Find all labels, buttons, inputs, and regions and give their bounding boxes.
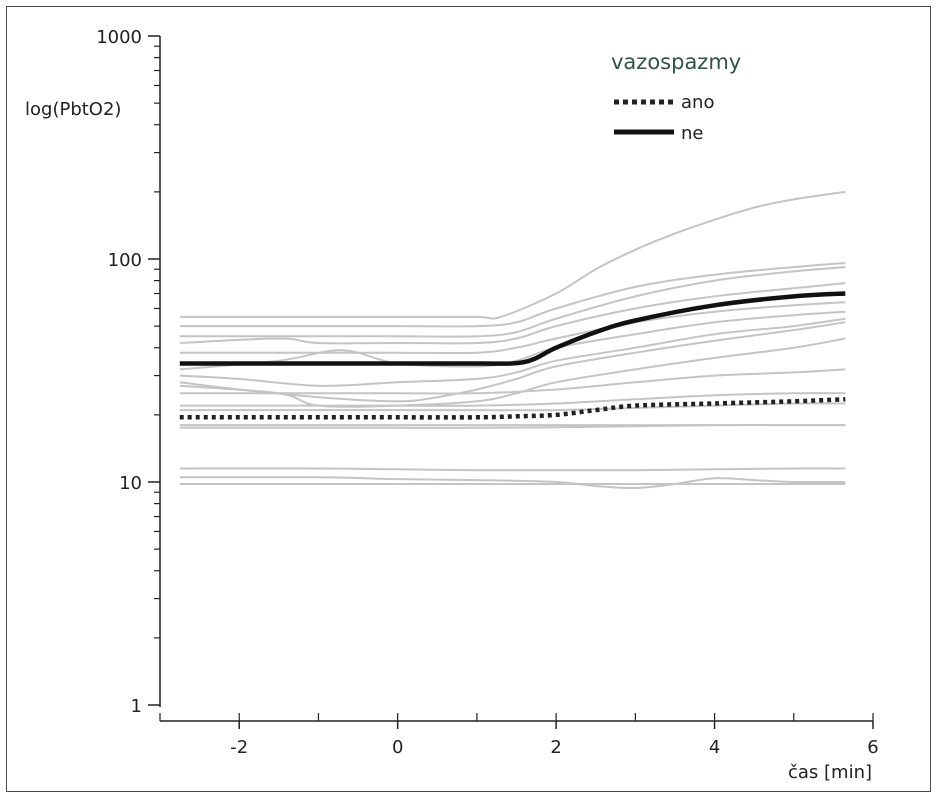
series-line-ne xyxy=(179,291,846,366)
individual-line-13 xyxy=(179,424,846,429)
y-tick-label: 10 xyxy=(119,473,142,494)
individual-line-14 xyxy=(179,467,846,472)
individual-line-3 xyxy=(179,282,846,345)
y-axis-title: log(PbtO2) xyxy=(25,99,121,120)
individual-line-0 xyxy=(179,190,846,320)
x-tick-label: -2 xyxy=(230,737,248,758)
individual-line-2 xyxy=(179,266,846,338)
individual-line-10 xyxy=(179,392,846,407)
individual-line-11 xyxy=(179,402,846,412)
individual-line-4 xyxy=(179,301,846,355)
legend-title: vazospazmy xyxy=(611,50,741,74)
legend-label-ano: ano xyxy=(681,92,714,113)
individual-line-9 xyxy=(179,368,846,395)
x-tick-label: 4 xyxy=(709,737,720,758)
x-tick-label: 0 xyxy=(392,737,403,758)
individual-line-15 xyxy=(179,476,846,490)
y-tick-label: 1 xyxy=(131,696,142,717)
legend-label-ne: ne xyxy=(681,123,703,144)
x-tick-label: 6 xyxy=(867,737,878,758)
y-tick-label: 1000 xyxy=(96,27,142,48)
group-lines xyxy=(179,291,846,420)
individual-line-8 xyxy=(179,337,846,408)
x-tick-label: 2 xyxy=(550,737,561,758)
individual-patient-lines xyxy=(179,190,846,490)
individual-line-1 xyxy=(179,262,846,328)
pbto2-chart: 1 10 100 1000 -2 0 2 4 6 log(PbtO2) čas [min] va… xyxy=(25,27,879,783)
individual-line-7 xyxy=(179,321,846,403)
individual-line-5 xyxy=(179,310,846,371)
legend: vazospazmy ano ne xyxy=(611,50,741,144)
figure-frame: 1 10 100 1000 -2 0 2 4 6 log(PbtO2) čas [min] va… xyxy=(6,6,931,792)
axes: 1 10 100 1000 -2 0 2 4 6 xyxy=(96,27,879,758)
x-axis-title: čas [min] xyxy=(788,762,872,783)
individual-line-6 xyxy=(179,317,846,387)
y-tick-label: 100 xyxy=(108,250,142,271)
series-line-ano xyxy=(179,397,846,420)
